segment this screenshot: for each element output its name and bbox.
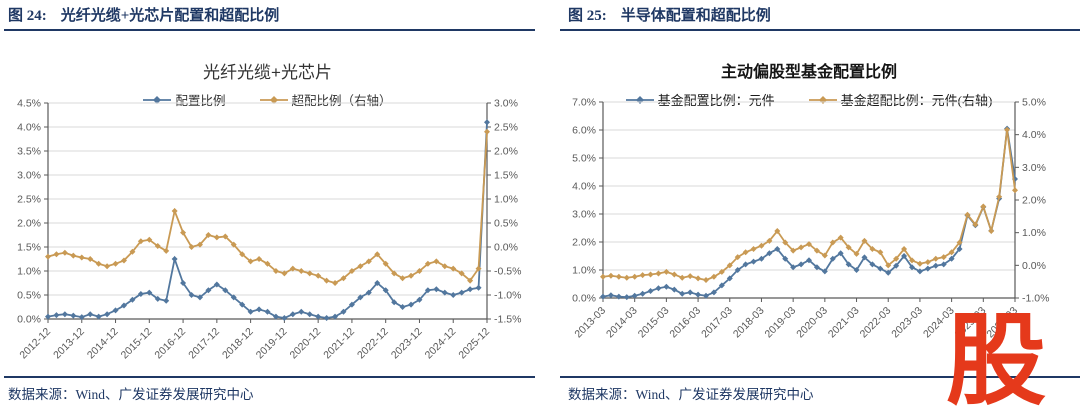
y-axis-left-tick: 2.0% <box>17 218 41 230</box>
figure-25-legend: 基金配置比例：元件 基金超配比例：元件(右轴) <box>603 90 1015 109</box>
series-markers <box>600 125 1018 301</box>
legend-label: 超配比例（右轴） <box>291 94 392 108</box>
x-axis-tick: 2012-12 <box>17 326 53 362</box>
y-axis-right-tick: 3.0% <box>1022 162 1046 174</box>
legend-item: 基金超配比例：元件(右轴) <box>808 90 993 109</box>
x-axis-tick: 2025-12 <box>456 326 492 362</box>
y-axis-left-tick: 1.0% <box>572 265 596 277</box>
x-axis-tick: 2022-03 <box>858 305 894 341</box>
y-axis-right-tick: -1.0% <box>494 290 521 302</box>
y-axis-left-tick: 4.0% <box>572 181 596 193</box>
x-axis-tick: 2015-12 <box>119 326 155 362</box>
figure-24-header-rule <box>4 29 535 31</box>
figure-25-chart-title: 主动偏股型基金配置比例 <box>720 64 897 81</box>
x-axis-tick: 2014-03 <box>604 305 640 341</box>
x-axis-tick: 2021-03 <box>826 305 862 341</box>
x-axis-tick: 2023-03 <box>889 305 925 341</box>
x-axis-tick: 2014-12 <box>85 326 121 362</box>
figure-24-title: 光纤光缆+光芯片配置和超配比例 <box>60 8 280 24</box>
figure-25-source-rule <box>560 376 1080 378</box>
y-axis-left-tick: 1.0% <box>17 266 41 278</box>
y-axis-left-tick: 4.5% <box>17 98 41 110</box>
x-axis-tick: 2020-03 <box>794 305 830 341</box>
y-axis-left-tick: 3.0% <box>572 209 596 221</box>
y-axis-right-tick: -1.0% <box>1022 293 1049 305</box>
figure-24-number: 图 24: <box>8 8 47 24</box>
y-axis-left-tick: 5.0% <box>572 153 596 165</box>
figure-24-source: 数据来源：Wind、广发证券发展研究中心 <box>8 387 254 402</box>
figure-25-caption: 图 25: 半导体配置和超配比例 <box>568 4 771 25</box>
figure-25-source: 数据来源：Wind、广发证券发展研究中心 <box>568 387 814 402</box>
x-axis-tick: 2022-12 <box>355 326 391 362</box>
x-axis-tick: 2019-12 <box>254 326 290 362</box>
figure-24-plot: 4.5% 4.0% 3.5% 3.0% 2.5% 2.0% 1.5% 1.0% 0.5% 0.0%… <box>17 98 521 362</box>
x-axis-tick: 2018-12 <box>220 326 256 362</box>
series-markers <box>45 119 490 322</box>
legend-item: 超配比例（右轴） <box>259 90 392 109</box>
y-axis-left-tick: 0.0% <box>17 314 41 326</box>
y-axis-right-tick: 2.0% <box>1022 195 1046 207</box>
legend-label: 配置比例 <box>175 94 226 108</box>
x-axis-tick: 2023-12 <box>389 326 425 362</box>
y-axis-right-tick: 4.0% <box>1022 129 1046 141</box>
y-axis-left-tick: 7.0% <box>572 97 596 109</box>
x-axis-tick: 2013-03 <box>572 305 608 341</box>
y-axis-right-tick: 0.0% <box>494 242 518 254</box>
y-axis-left-tick: 0.5% <box>17 290 41 302</box>
legend-marker-icon <box>143 95 172 104</box>
legend-item: 配置比例 <box>143 90 226 109</box>
figure-24-source-rule <box>4 376 535 378</box>
y-axis-left-tick: 2.0% <box>572 237 596 249</box>
y-axis-right-tick: 0.0% <box>1022 260 1046 272</box>
y-axis-left-tick: 6.0% <box>572 125 596 137</box>
x-axis-tick: 2021-12 <box>321 326 357 362</box>
figure-24-chart-title: 光纤光缆+光芯片 <box>203 63 332 82</box>
figure-24-caption: 图 24: 光纤光缆+光芯片配置和超配比例 <box>8 4 279 25</box>
figure-25-header-rule <box>560 29 1080 31</box>
legend-label: 基金配置比例：元件 <box>657 93 775 108</box>
y-axis-right-tick: 2.5% <box>494 122 518 134</box>
y-axis-left-tick: 2.5% <box>17 194 41 206</box>
figure-24-panel: 图 24: 光纤光缆+光芯片配置和超配比例 光纤光缆+光芯片 配置比例 超配比例（右… <box>4 4 535 402</box>
y-axis-right-tick: -1.5% <box>494 314 521 326</box>
x-axis-tick: 2016-12 <box>152 326 188 362</box>
x-axis-tick: 2016-03 <box>667 305 703 341</box>
y-axis-left-tick: 3.0% <box>17 170 41 182</box>
y-axis-right-tick: 1.5% <box>494 170 518 182</box>
y-axis-left-tick: 3.5% <box>17 146 41 158</box>
x-axis-tick: 2013-12 <box>51 326 87 362</box>
y-axis-right-tick: 0.5% <box>494 218 518 230</box>
x-axis-tick: 2017-03 <box>699 305 735 341</box>
series-line <box>47 122 488 319</box>
stock-watermark: 股 <box>946 306 1046 417</box>
figure-24-legend: 配置比例 超配比例（右轴） <box>48 90 487 109</box>
figure-25-panel: 图 25: 半导体配置和超配比例 主动偏股型基金配置比例 基金配置比例：元件 基金超… <box>550 0 1080 417</box>
y-axis-right-tick: 1.0% <box>1022 227 1046 239</box>
y-axis-right-tick: 1.0% <box>494 194 518 206</box>
figure-25-number: 图 25: <box>568 8 607 24</box>
y-axis-right-tick: 2.0% <box>494 146 518 158</box>
y-axis-right-tick: 3.0% <box>494 98 518 110</box>
x-axis-tick: 2020-12 <box>288 326 324 362</box>
legend-item: 基金配置比例：元件 <box>625 90 775 109</box>
series-markers <box>45 128 490 286</box>
figure-25-title: 半导体配置和超配比例 <box>620 8 771 24</box>
legend-marker-icon <box>259 95 288 104</box>
y-axis-left-tick: 0.0% <box>572 293 596 305</box>
y-axis-right-tick: -0.5% <box>494 266 521 278</box>
x-axis-tick: 2017-12 <box>186 326 222 362</box>
x-axis-tick: 2015-03 <box>636 305 672 341</box>
x-axis-tick: 2024-12 <box>423 326 459 362</box>
x-axis-tick: 2019-03 <box>763 305 799 341</box>
series-line <box>47 131 488 284</box>
legend-label: 基金超配比例：元件(右轴) <box>840 93 993 108</box>
figure-25-plot: 7.0% 6.0% 5.0% 4.0% 3.0% 2.0% 1.0% 0.0% 5.0% 4.0%… <box>572 97 1049 341</box>
y-axis-left-tick: 1.5% <box>17 242 41 254</box>
x-axis-tick: 2018-03 <box>731 305 767 341</box>
y-axis-right-tick: 5.0% <box>1022 97 1046 109</box>
y-axis-left-tick: 4.0% <box>17 122 41 134</box>
